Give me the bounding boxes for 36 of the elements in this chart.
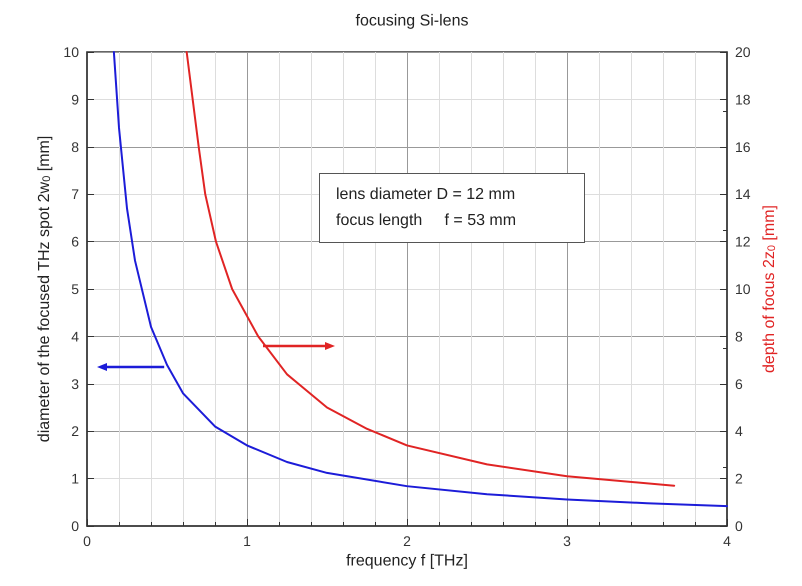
y-tick-label: 3 bbox=[71, 376, 80, 392]
y2-tick-label: 2 bbox=[735, 470, 743, 487]
x-axis-title: frequency f [THz] bbox=[346, 552, 468, 570]
y-tick-label: 5 bbox=[71, 281, 80, 297]
y2-tick-label: 4 bbox=[735, 423, 743, 440]
y2-axis-title: depth of focus 2z0 [mm] bbox=[760, 205, 778, 373]
x-tick-label: 2 bbox=[403, 533, 412, 549]
x-tick-label: 1 bbox=[243, 533, 252, 549]
y-tick-label: 7 bbox=[71, 186, 80, 202]
y2-tick-label: 20 bbox=[735, 44, 751, 60]
y-tick-label: 2 bbox=[71, 423, 80, 440]
y-tick-label: 0 bbox=[71, 518, 80, 534]
y2-tick-label: 8 bbox=[735, 328, 743, 344]
y2-tick-label: 16 bbox=[735, 138, 751, 155]
y2-tick-label: 0 bbox=[735, 518, 743, 534]
x-tick-label: 3 bbox=[563, 533, 572, 549]
y-axis-title: diameter of the focused THz spot 2w0 [mm] bbox=[36, 136, 54, 442]
x-tick-label: 0 bbox=[83, 533, 92, 549]
y-tick-label: 9 bbox=[71, 91, 80, 108]
y-tick-label: 1 bbox=[71, 470, 80, 487]
annotation: focus length f = 53 mm bbox=[336, 210, 518, 231]
y-tick-label: 6 bbox=[71, 234, 80, 250]
y2-tick-label: 14 bbox=[735, 186, 751, 202]
y2-tick-label: 12 bbox=[735, 234, 751, 250]
y-tick-label: 10 bbox=[63, 44, 80, 60]
y2-tick-label: 6 bbox=[735, 376, 743, 392]
x-tick-label: 4 bbox=[723, 533, 732, 549]
chart-title: focusing Si-lens bbox=[356, 12, 468, 30]
text-box: lens diameter D = 12 mm focus length f = 53 mm bbox=[319, 172, 585, 243]
line-series bbox=[186, 51, 676, 487]
annotation: lens diameter D = 12 mm bbox=[336, 184, 516, 205]
y-tick-label: 4 bbox=[71, 328, 80, 344]
y-tick-label: 8 bbox=[71, 138, 80, 155]
y2-tick-label: 18 bbox=[735, 91, 751, 108]
line-series bbox=[112, 51, 728, 508]
y2-tick-label: 10 bbox=[735, 281, 751, 297]
